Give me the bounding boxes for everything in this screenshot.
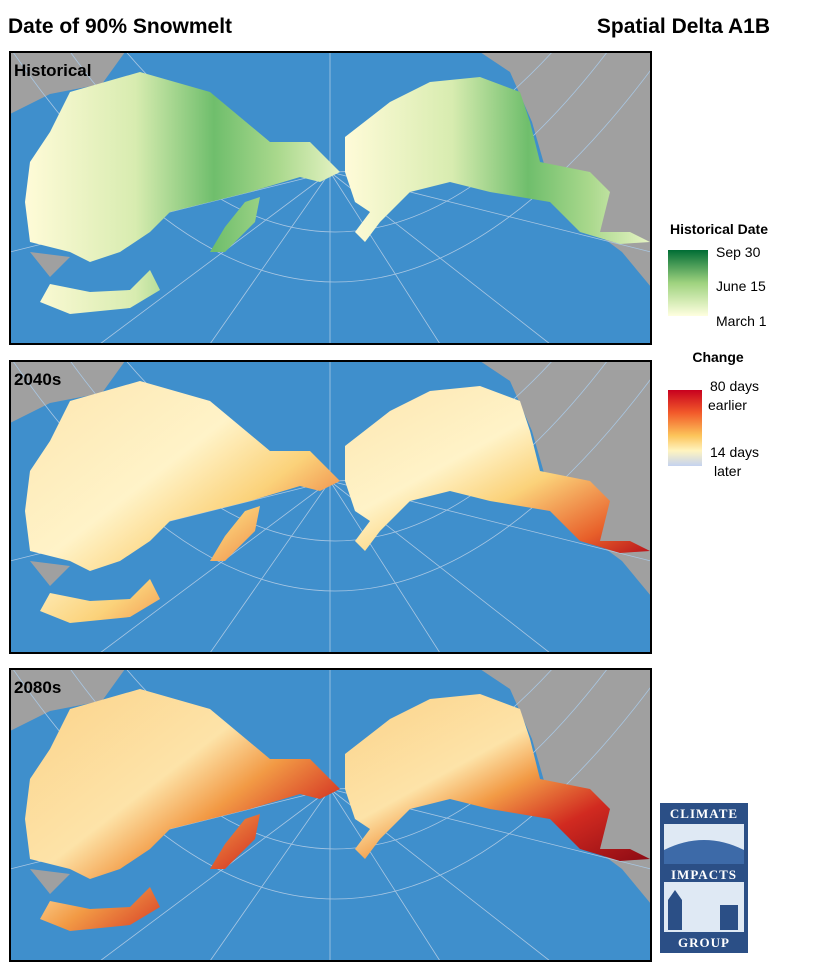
panel-label: 2080s xyxy=(14,678,61,697)
legend: Historical Date Sep 30 June 15 March 1 xyxy=(668,221,768,329)
logo-text: IMPACTS xyxy=(671,867,737,882)
legend-label: earlier xyxy=(708,397,747,413)
logo-text: GROUP xyxy=(678,935,730,950)
logo-text: CLIMATE xyxy=(670,806,738,821)
subtitle: Spatial Delta A1B xyxy=(597,15,770,38)
title: Date of 90% Snowmelt xyxy=(8,15,232,38)
legend-label: 14 days xyxy=(710,444,759,460)
legend-label: June 15 xyxy=(716,278,766,294)
map-panel: 2080s xyxy=(9,668,652,962)
panel-label: 2040s xyxy=(14,370,61,389)
legend-label: 80 days xyxy=(710,378,759,394)
map-panel: 2040s xyxy=(9,360,652,654)
legend-label: Sep 30 xyxy=(716,244,761,260)
map-panel: Historical xyxy=(9,51,652,345)
legend-title: Historical Date xyxy=(670,221,768,237)
legend-label: March 1 xyxy=(716,313,767,329)
legend-title: Change xyxy=(692,349,744,365)
logo: CLIMATE IMPACTS GROUP xyxy=(660,803,748,953)
legend: Change 80 days earlier 14 days later xyxy=(668,349,759,479)
panel-label: Historical xyxy=(14,61,91,80)
legend-label: later xyxy=(714,463,742,479)
